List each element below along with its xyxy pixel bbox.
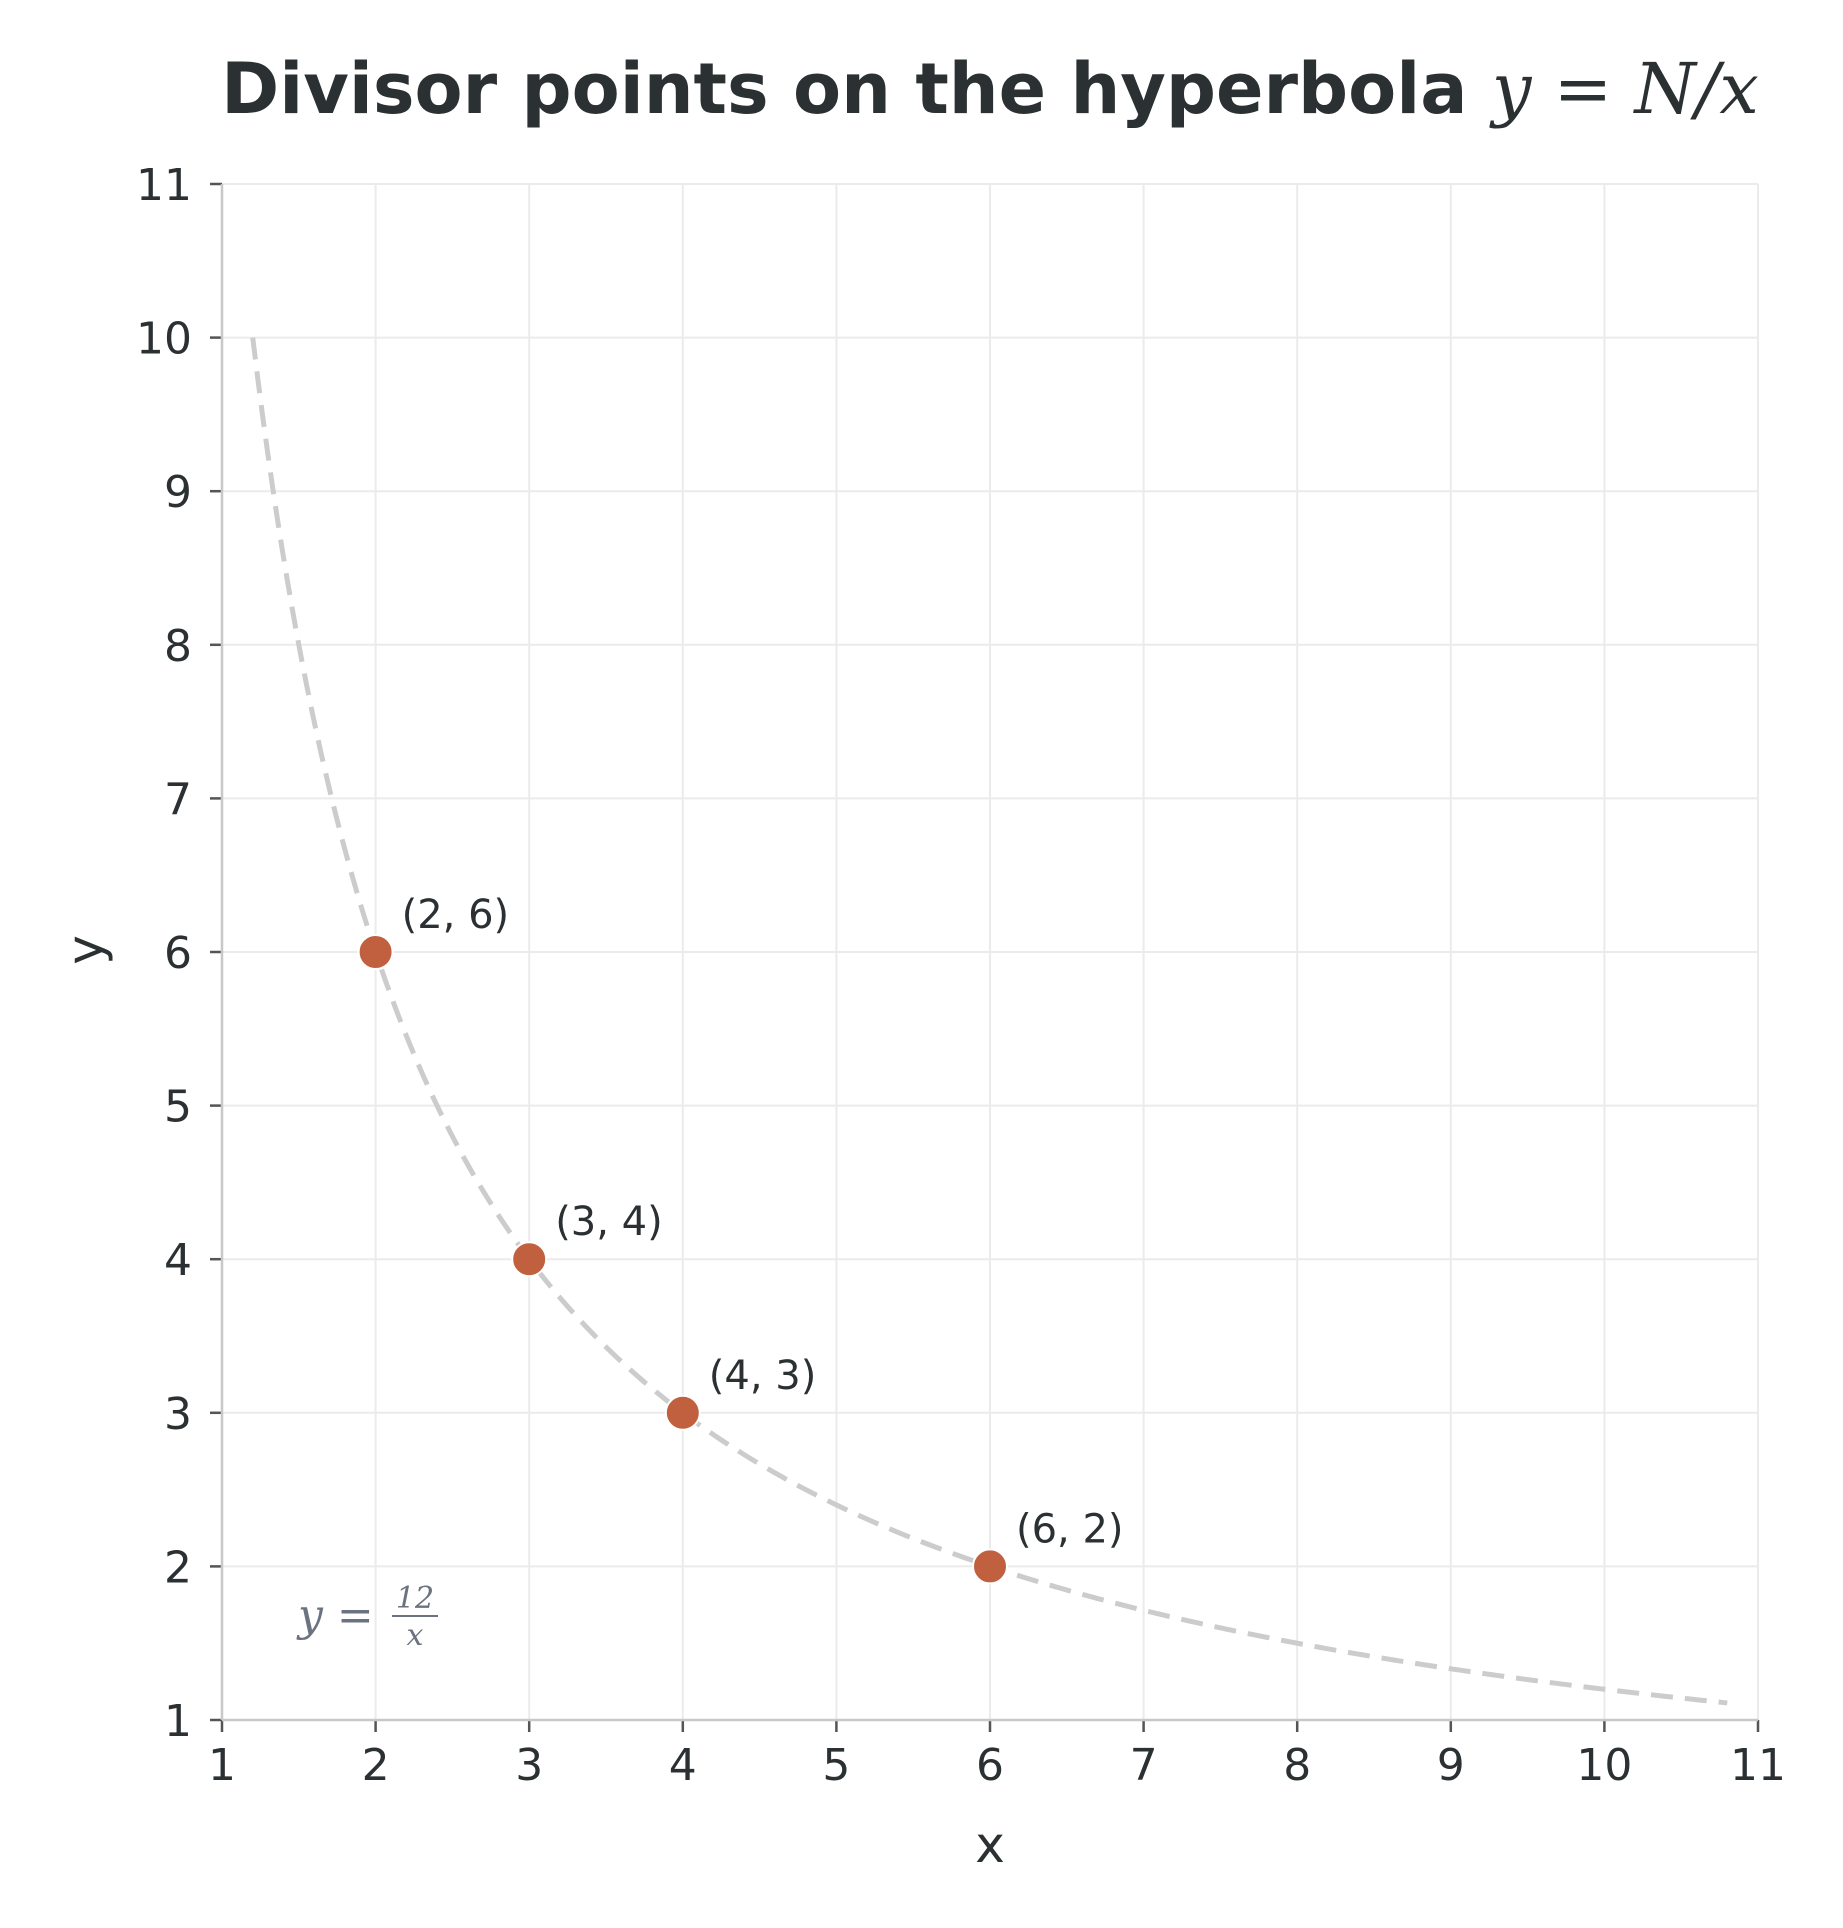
x-tick-label: 7	[1130, 1740, 1158, 1791]
x-axis-label: x	[975, 1816, 1005, 1874]
y-tick-label: 5	[164, 1082, 192, 1133]
divisor-point	[511, 1241, 548, 1278]
y-tick-label: 2	[164, 1542, 192, 1593]
curve-label-denominator: x	[407, 1618, 424, 1653]
x-tick-label: 11	[1730, 1740, 1786, 1791]
data-points: (2, 6) (3, 4) (4, 3) (6, 2)	[357, 892, 1124, 1585]
point-label: (4, 3)	[709, 1353, 817, 1399]
curve-label-numerator: 12	[396, 1581, 434, 1616]
x-tick-label: 4	[669, 1740, 697, 1791]
x-tick-label: 2	[362, 1740, 390, 1791]
x-tick-label: 3	[515, 1740, 543, 1791]
y-tick-label: 8	[164, 621, 192, 672]
curve-label-prefix: y =	[296, 1590, 374, 1641]
y-tick-label: 3	[164, 1389, 192, 1440]
x-tick-label: 8	[1283, 1740, 1311, 1791]
divisor-point	[972, 1548, 1008, 1585]
curve-label: y = 12x	[296, 1581, 438, 1653]
x-tick-label: 6	[976, 1740, 1004, 1791]
y-tick-label: 7	[164, 774, 192, 825]
divisor-point	[664, 1394, 701, 1431]
x-tick-label: 5	[822, 1740, 850, 1791]
x-tick-label: 1	[208, 1740, 236, 1791]
x-tick-label: 9	[1437, 1740, 1465, 1791]
chart-title-math: y = N/x	[1489, 48, 1759, 130]
y-tick-label: 11	[136, 160, 192, 211]
x-tick-label: 10	[1576, 1740, 1632, 1791]
point-label: (6, 2)	[1016, 1506, 1124, 1552]
y-tick-label: 4	[164, 1235, 192, 1286]
chart-title-text: Divisor points on the hyperbola	[221, 48, 1492, 130]
point-label: (2, 6)	[402, 892, 510, 938]
y-tick-label: 10	[136, 314, 192, 365]
chart-title: Divisor points on the hyperbola y = N/x	[221, 48, 1759, 130]
y-tick-label: 1	[164, 1696, 192, 1747]
y-tick-label: 6	[164, 928, 192, 979]
divisor-point	[357, 934, 394, 970]
gridlines	[222, 183, 1759, 1720]
y-axis-label: y	[56, 935, 114, 965]
point-label: (3, 4)	[555, 1199, 663, 1245]
y-tick-label: 9	[164, 467, 192, 518]
